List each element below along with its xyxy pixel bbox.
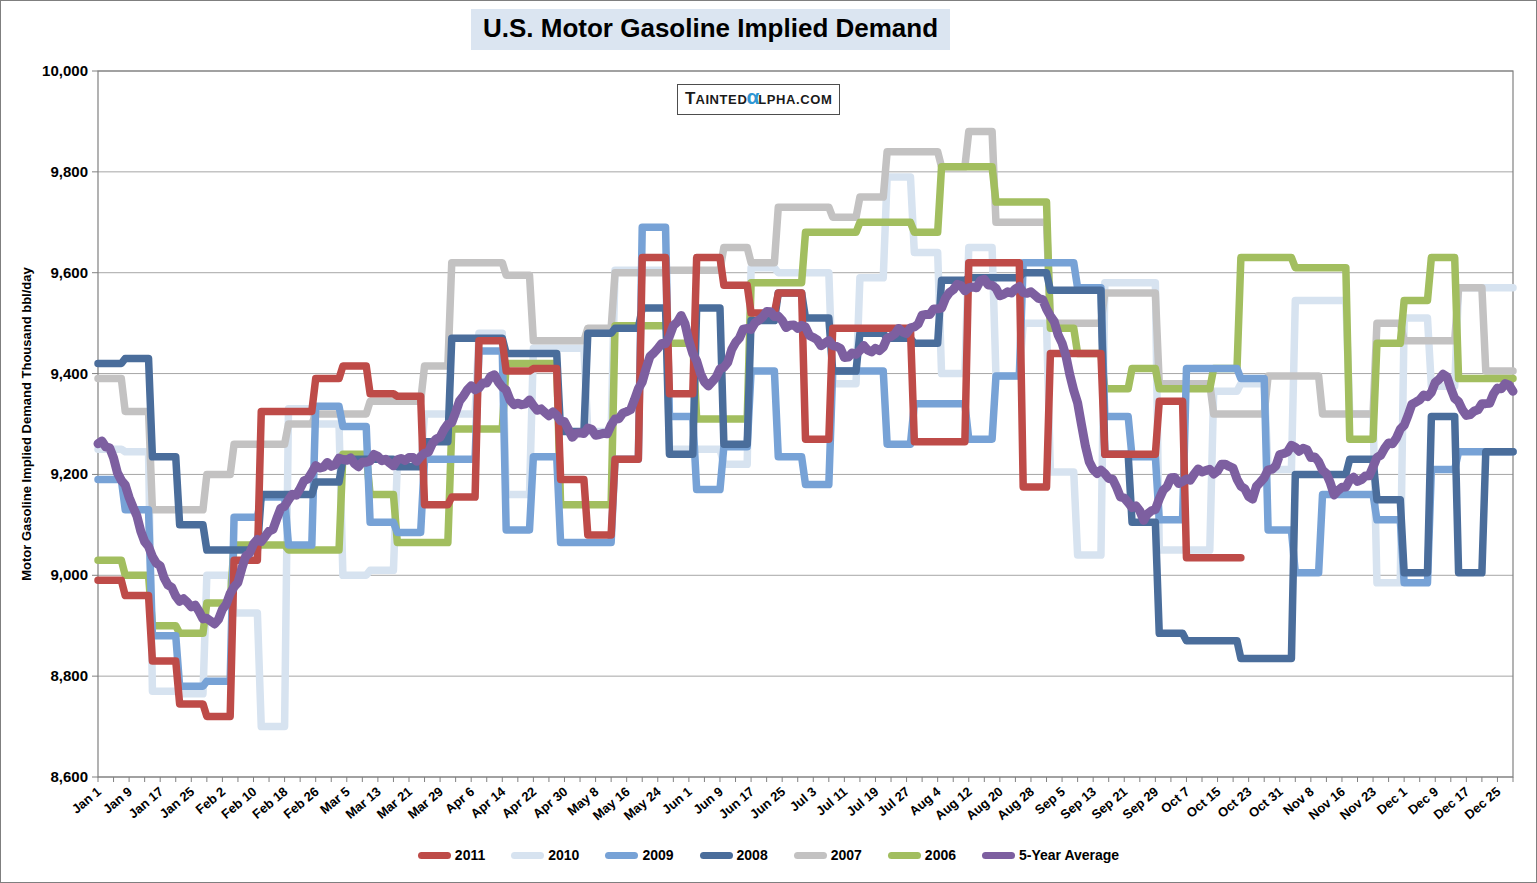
legend-item-2011: 2011 (418, 847, 485, 863)
legend-swatch-2010 (511, 852, 544, 859)
watermark-domain: LPHA.COM (758, 92, 832, 107)
x-tick-label: Jul 27 (875, 784, 913, 819)
y-tick-label: 9,800 (50, 163, 88, 180)
x-tick-label: Oct 15 (1183, 784, 1223, 821)
legend-swatch-2009 (605, 852, 638, 859)
x-tick-label: Jan 25 (157, 784, 198, 822)
chart-title: U.S. Motor Gasoline Implied Demand (471, 9, 950, 50)
legend-swatch-2011 (418, 852, 451, 859)
y-tick-label: 8,800 (50, 667, 88, 684)
x-tick-label: Sep 29 (1120, 784, 1162, 822)
x-tick-label: Feb 26 (280, 784, 321, 822)
legend-label-2011: 2011 (455, 847, 485, 863)
legend-label-2007: 2007 (831, 847, 862, 863)
watermark-initial: T (685, 89, 695, 108)
x-tick-label: Jul 19 (844, 784, 882, 819)
watermark-text: AINTED (695, 92, 747, 107)
legend-item-2006: 2006 (888, 847, 956, 863)
chart: 10,000 9,800 9,600 9,400 9,200 9,000 8,800 8,60… (0, 0, 1537, 883)
x-tick-label: Jan 17 (125, 784, 166, 822)
legend-item-2009: 2009 (605, 847, 673, 863)
legend-item-2007: 2007 (794, 847, 862, 863)
legend-label-2006: 2006 (925, 847, 956, 863)
legend-label-2008: 2008 (737, 847, 768, 863)
y-tick-label: 9,400 (50, 365, 88, 382)
legend-swatch-2008 (700, 852, 733, 859)
y-tick-label: 8,600 (50, 768, 88, 785)
legend-item-2008: 2008 (700, 847, 768, 863)
plot-area: 10,000 9,800 9,600 9,400 9,200 9,000 8,800 8,60… (1, 1, 1537, 883)
y-tick-label: 10,000 (42, 62, 88, 79)
x-tick-label: Jan 1 (69, 784, 104, 817)
x-tick-label: Apr 22 (499, 784, 540, 822)
legend-label-2009: 2009 (642, 847, 673, 863)
y-axis-title: Motor Gasoline Implied Demand Thousand b… (19, 267, 34, 580)
x-tick-label: Oct 31 (1246, 784, 1286, 821)
x-tick-label: Dec 1 (1374, 784, 1410, 818)
x-tick-label: Jun 1 (659, 784, 695, 817)
x-tick-label: Jul 11 (813, 784, 850, 819)
y-tick-label: 9,200 (50, 465, 88, 482)
legend-swatch-2007 (794, 852, 827, 859)
legend-label-2010: 2010 (548, 847, 579, 863)
legend-item-2010: 2010 (511, 847, 579, 863)
x-tick-label: Apr 30 (530, 784, 571, 822)
x-tick-label: Dec 25 (1462, 784, 1504, 822)
legend-swatch-2006 (888, 852, 921, 859)
x-tick-label: Mar 29 (405, 784, 446, 822)
legend: 2011 2010 2009 2008 2007 2006 5-Year Average (1, 847, 1536, 863)
watermark: TAINTEDαLPHA.COM (677, 84, 840, 115)
x-tick-label: Oct 23 (1214, 784, 1254, 821)
legend-item-5-year-average: 5-Year Average (982, 847, 1119, 863)
x-tick-label: Jun 25 (747, 784, 788, 822)
y-tick-label: 9,600 (50, 264, 88, 281)
y-tick-label: 9,000 (50, 566, 88, 583)
legend-swatch-5-year-average (982, 852, 1015, 859)
legend-label-5-year-average: 5-Year Average (1019, 847, 1119, 863)
